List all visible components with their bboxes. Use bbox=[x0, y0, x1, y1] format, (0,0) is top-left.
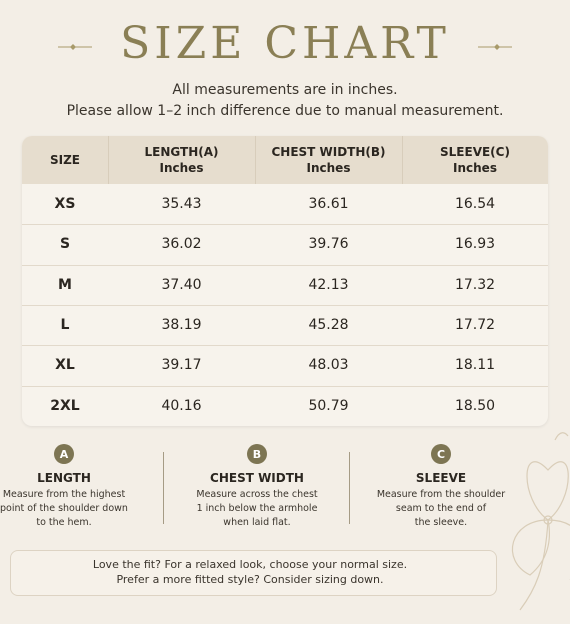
measurement: 37.40 bbox=[161, 276, 202, 293]
size-table: SIZE LENGTH(A) Inches CHEST WIDTH(B) Inches S… bbox=[22, 136, 548, 426]
measurement: 45.28 bbox=[308, 317, 349, 334]
measurement: 50.79 bbox=[308, 397, 349, 414]
column-divider bbox=[255, 136, 256, 184]
measurement: 18.50 bbox=[454, 397, 496, 414]
note-title: CHEST WIDTH bbox=[210, 471, 304, 485]
size-label: L bbox=[60, 317, 70, 334]
size-label: S bbox=[59, 236, 71, 253]
row-divider bbox=[22, 345, 548, 347]
header-text: Inches bbox=[453, 161, 497, 175]
note-title: SLEEVE bbox=[415, 471, 467, 485]
subtitle: Please allow 1–2 inch difference due to … bbox=[66, 103, 504, 119]
header-text: SIZE bbox=[49, 153, 80, 167]
measurement: 36.02 bbox=[161, 236, 202, 253]
measurement: 17.72 bbox=[454, 317, 496, 334]
header-text: CHEST WIDTH(B) bbox=[271, 145, 386, 159]
subtitle: All measurements are in inches. bbox=[172, 82, 398, 98]
note-text: to the hem. bbox=[36, 517, 92, 528]
header-cell: SIZE bbox=[22, 136, 108, 184]
measurement: 36.61 bbox=[308, 196, 349, 213]
divider bbox=[163, 452, 164, 524]
measurement: 39.17 bbox=[161, 357, 202, 374]
note-text: point of the shoulder down bbox=[0, 503, 128, 514]
badge: C bbox=[431, 444, 451, 464]
footer-text: Prefer a more fitted style? Consider siz… bbox=[116, 573, 384, 586]
measurement: 38.19 bbox=[161, 317, 202, 334]
header-text: LENGTH(A) bbox=[144, 145, 219, 159]
measurement: 48.03 bbox=[308, 357, 349, 374]
badge: B bbox=[247, 444, 267, 464]
note-title: LENGTH bbox=[37, 471, 91, 485]
title: SIZE CHART bbox=[120, 18, 450, 69]
header-cell: CHEST WIDTH(B) Inches bbox=[255, 136, 402, 184]
column-divider bbox=[402, 136, 403, 184]
row-divider bbox=[22, 264, 548, 266]
column-divider bbox=[108, 136, 109, 184]
header-text: SLEEVE(C) bbox=[440, 145, 510, 159]
note-text: Measure from the shoulder bbox=[376, 489, 506, 500]
measurement: 16.93 bbox=[454, 236, 496, 253]
size-label: XL bbox=[55, 357, 75, 374]
note-text: Measure from the highest bbox=[2, 489, 126, 500]
measurement: 18.11 bbox=[454, 357, 496, 374]
note-text: 1 inch below the armhole bbox=[196, 503, 318, 514]
header-text: Inches bbox=[159, 161, 204, 175]
header-cell: SLEEVE(C) Inches bbox=[402, 136, 548, 184]
table-header: SIZE LENGTH(A) Inches CHEST WIDTH(B) Inches S… bbox=[22, 136, 548, 184]
note-text: Measure across the chest bbox=[196, 489, 318, 500]
measurement: 35.43 bbox=[161, 196, 202, 213]
divider bbox=[349, 452, 350, 524]
row-divider bbox=[22, 385, 548, 387]
size-label: 2XL bbox=[50, 397, 80, 414]
note-text: seam to the end of bbox=[395, 503, 487, 514]
note-text: when laid flat. bbox=[223, 517, 291, 528]
header-cell: LENGTH(A) Inches bbox=[108, 136, 255, 184]
note-text: the sleeve. bbox=[414, 517, 468, 528]
header-text: Inches bbox=[306, 161, 351, 175]
measurement: 16.54 bbox=[454, 196, 496, 213]
size-label: XS bbox=[54, 196, 76, 213]
measurement: 17.32 bbox=[454, 276, 496, 293]
sparkles bbox=[58, 44, 512, 50]
measurement: 39.76 bbox=[308, 236, 349, 253]
measurement: 42.13 bbox=[308, 276, 349, 293]
footer-text: Love the fit? For a relaxed look, choose… bbox=[92, 558, 408, 571]
size-label: M bbox=[58, 276, 72, 293]
footer-box bbox=[10, 550, 497, 596]
measurement: 40.16 bbox=[161, 397, 202, 414]
row-divider bbox=[22, 224, 548, 226]
badge: A bbox=[54, 444, 74, 464]
flower-illustration bbox=[511, 432, 570, 611]
row-divider bbox=[22, 304, 548, 306]
